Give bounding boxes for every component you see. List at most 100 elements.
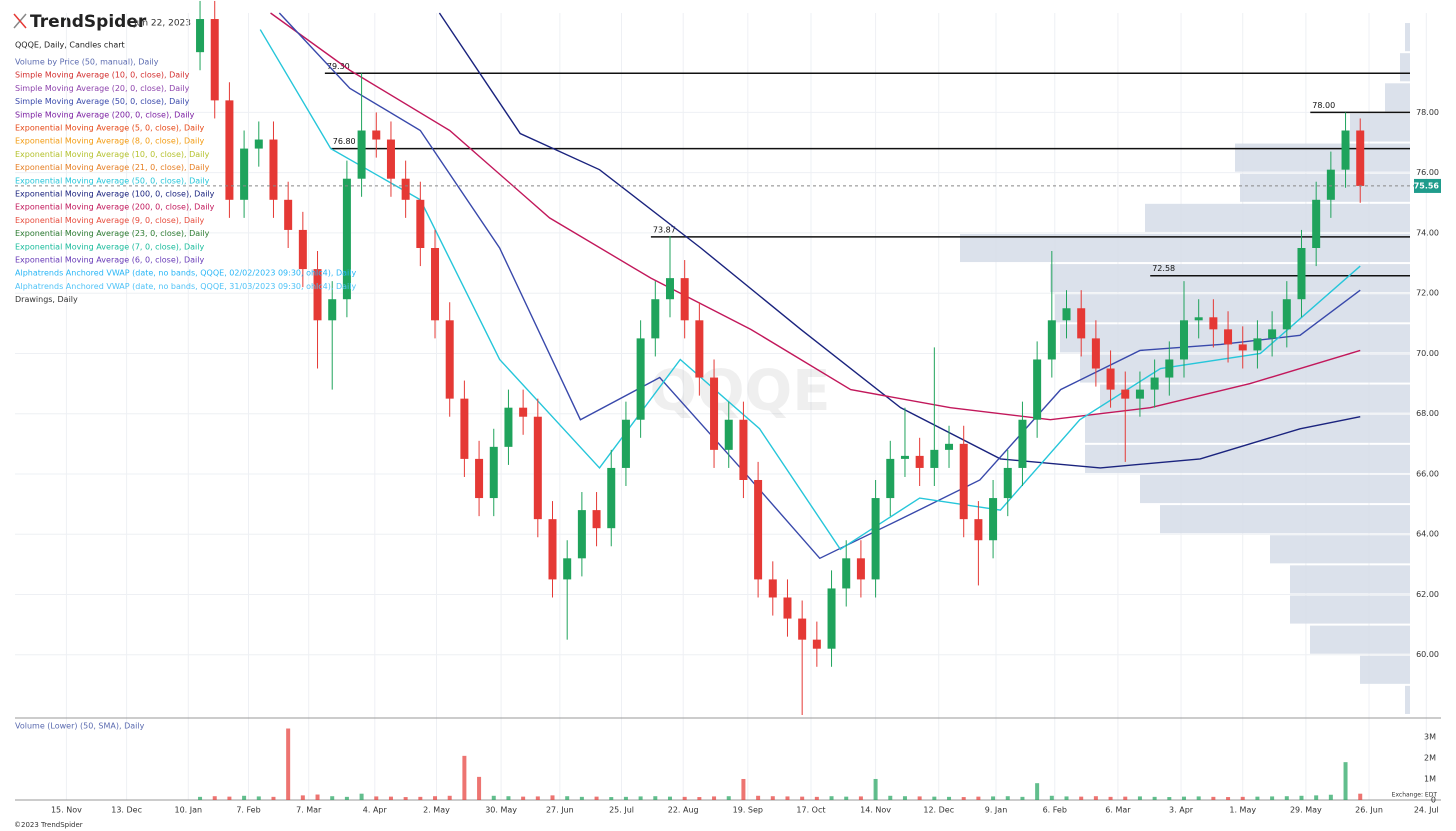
legend-entry: Volume by Price (50, manual), Daily (15, 58, 159, 67)
volume-bar (1035, 783, 1040, 800)
volume-bar (271, 796, 276, 800)
candle-body (651, 299, 660, 339)
volume-bar (609, 797, 614, 800)
volume-bar (1167, 797, 1172, 800)
x-tick-label: 30. May (485, 806, 517, 815)
candle-body (695, 320, 704, 378)
volume-bar (741, 778, 746, 800)
candle-body (1047, 320, 1056, 360)
candle-body (1209, 317, 1218, 330)
candle-body (342, 178, 351, 300)
candle-body (621, 419, 630, 468)
volume-bar (565, 796, 570, 800)
candle-body (1179, 320, 1188, 360)
candle-body (475, 458, 484, 499)
candle-body (254, 139, 263, 149)
volume-bar (638, 796, 643, 800)
volume-bar (1255, 796, 1260, 800)
candle-body (1165, 359, 1174, 378)
candle-body (328, 299, 337, 321)
volume-tick-label: 2M (1424, 753, 1436, 762)
volume-bar (1358, 793, 1363, 800)
candle-body (284, 199, 293, 230)
volume-profile-bar (1140, 474, 1410, 504)
y-tick-label: 66.00 (1416, 469, 1439, 478)
volume-bar (403, 797, 408, 800)
volume-bar (1108, 796, 1113, 800)
candle-body (974, 519, 983, 541)
moving-average-line (270, 12, 1361, 421)
volume-bar (1064, 796, 1069, 800)
x-tick-label: 22. Aug (668, 806, 699, 815)
level-label: 76.80 (333, 137, 356, 146)
level-label: 73.87 (653, 225, 676, 234)
candle-body (548, 519, 557, 580)
volume-tick-label: 1M (1424, 774, 1436, 783)
legend-entry: Exponential Moving Average (100, 0, clos… (15, 190, 215, 199)
candle-body (225, 100, 234, 200)
legend-entry: Exponential Moving Average (5, 0, close)… (15, 124, 204, 133)
moving-average-line (438, 12, 1361, 469)
candle-body (1135, 389, 1144, 399)
volume-profile-bar (1360, 655, 1410, 684)
volume-bar (667, 796, 672, 800)
candle-body (401, 178, 410, 200)
volume-bar (1049, 795, 1054, 800)
legend-entry: Exponential Moving Average (10, 0, close… (15, 150, 210, 159)
volume-profile-bar (1085, 444, 1410, 473)
volume-bar (1328, 794, 1333, 800)
y-tick-label: 60.00 (1416, 650, 1439, 659)
volume-bar (1152, 796, 1157, 800)
volume-bar (653, 796, 658, 800)
x-tick-label: 4. Apr (363, 806, 388, 815)
candle-body (298, 229, 307, 270)
legend-entry: Exponential Moving Average (23, 0, close… (15, 229, 210, 238)
level-label: 72.58 (1152, 264, 1175, 273)
moving-average-line (278, 12, 1361, 560)
legend-entry: Simple Moving Average (200, 0, close), D… (15, 110, 195, 119)
candle-body (739, 419, 748, 480)
volume-bar (1181, 796, 1186, 800)
brand: TrendSpider (30, 12, 147, 32)
candle-body (768, 579, 777, 598)
watermark: QQQE (649, 359, 830, 424)
candle-body (607, 467, 616, 529)
volume-profile-bar (1050, 264, 1410, 293)
candle-body (1341, 130, 1350, 170)
volume-bar (1079, 796, 1084, 800)
candle-body (900, 455, 909, 459)
candle-body (959, 443, 968, 520)
x-tick-label: 25. Jul (609, 806, 634, 815)
y-tick-label: 62.00 (1416, 590, 1439, 599)
volume-bar (374, 796, 379, 800)
candle-body (1253, 338, 1262, 351)
last-price-box (1414, 178, 1441, 193)
legend-entry: Simple Moving Average (50, 0, close), Da… (15, 97, 190, 106)
candle-body (386, 139, 395, 179)
volume-bar (227, 796, 232, 800)
legend-entry: Simple Moving Average (20, 0, close), Da… (15, 84, 190, 93)
y-tick-label: 76.00 (1416, 168, 1439, 177)
volume-bar (991, 796, 996, 800)
volume-bar (902, 796, 907, 800)
candle-body (1077, 308, 1086, 339)
legend-entry: Exponential Moving Average (21, 0, close… (15, 163, 210, 172)
volume-bar (976, 796, 981, 800)
footer: ©2023 TrendSpider (14, 821, 83, 829)
candle-body (196, 19, 205, 53)
x-tick-label: 7. Mar (296, 806, 322, 815)
volume-profile-bar (1240, 173, 1410, 202)
volume-profile-bar (1385, 83, 1410, 112)
volume-bar (726, 796, 731, 800)
x-tick-label: 6. Mar (1105, 806, 1131, 815)
candle-body (313, 269, 322, 321)
candle-body (504, 407, 513, 447)
volume-bar (770, 796, 775, 800)
candle-body (1062, 308, 1071, 321)
volume-bar (388, 796, 393, 800)
x-tick-label: 17. Oct (796, 806, 825, 815)
candle-body (431, 248, 440, 321)
candle-body (1150, 377, 1159, 390)
volume-profile-bar (1060, 324, 1410, 353)
